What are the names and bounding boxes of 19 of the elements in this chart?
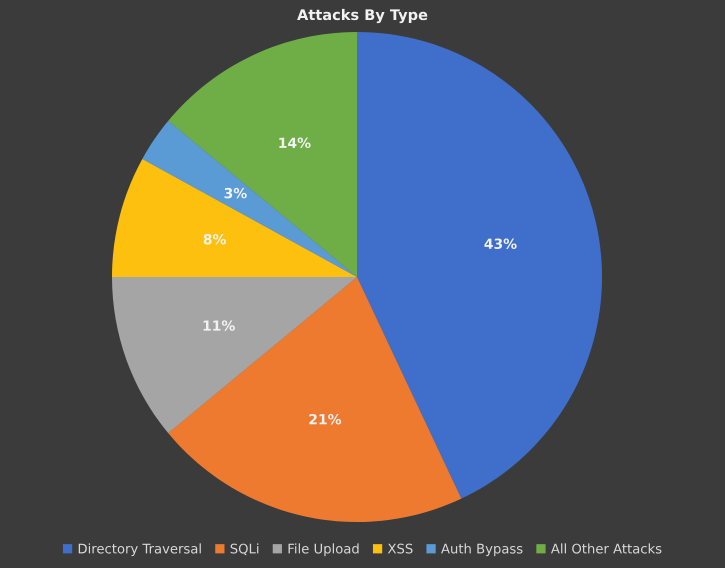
legend-label: File Upload bbox=[288, 543, 359, 556]
legend-label: Directory Traversal bbox=[78, 543, 201, 556]
data-label: 21% bbox=[309, 414, 342, 424]
legend-label: Auth Bypass bbox=[441, 543, 523, 556]
data-label: 14% bbox=[279, 138, 311, 148]
pie-slice bbox=[168, 32, 357, 277]
pie-slice bbox=[142, 120, 357, 277]
pie-slice bbox=[357, 32, 602, 499]
pie-slice bbox=[168, 277, 462, 522]
legend-label: SQLi bbox=[230, 543, 258, 556]
chart-title: Attacks By Type bbox=[297, 8, 428, 24]
data-label: 11% bbox=[204, 320, 235, 331]
legend-label: All Other Attacks bbox=[550, 543, 662, 554]
pie-slice bbox=[112, 277, 357, 434]
data-label: 43% bbox=[484, 238, 517, 249]
data-label: 8% bbox=[204, 234, 226, 244]
data-label: 3% bbox=[224, 188, 247, 198]
pie-slice bbox=[112, 158, 357, 277]
legend-label: XSS bbox=[388, 544, 413, 554]
